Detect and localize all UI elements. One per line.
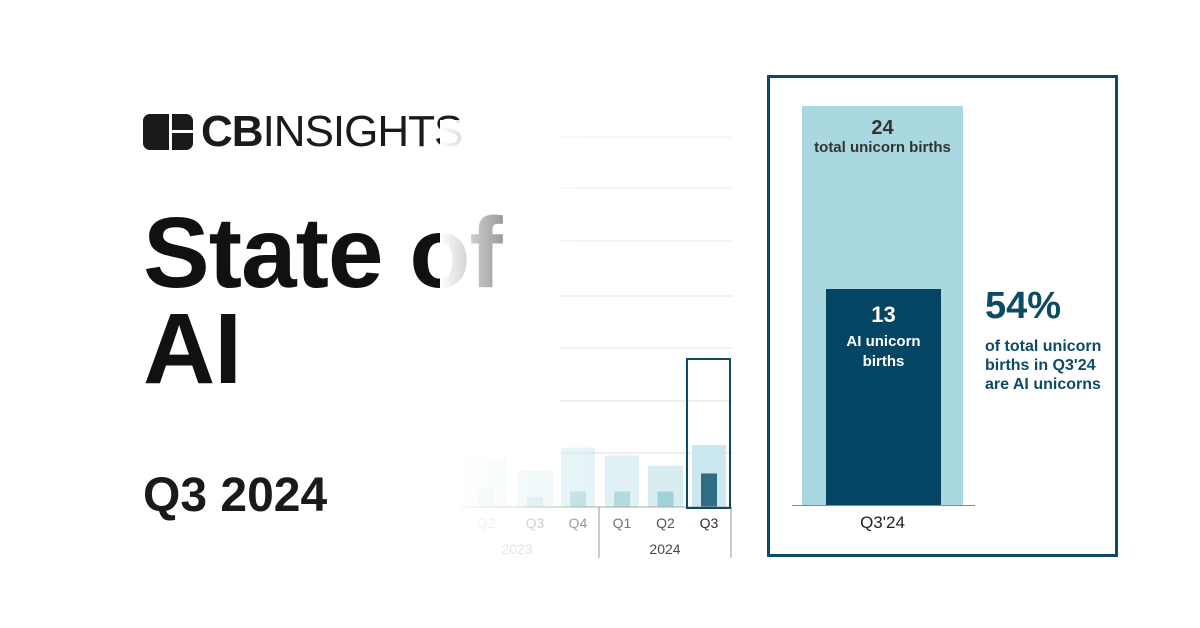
- total-series-label: total unicorn births: [814, 139, 951, 156]
- percentage-annotation: 54%: [985, 285, 1062, 327]
- logo-text: CBINSIGHTS: [201, 107, 463, 156]
- page-subtitle: Q3 2024: [143, 469, 328, 522]
- ai-series-label: AI unicorn births: [846, 333, 921, 370]
- cb-logo-icon: [143, 114, 193, 150]
- x-tick-label: Q3'24: [860, 513, 905, 532]
- cb-insights-logo: CBINSIGHTS: [143, 107, 463, 156]
- bar-ai-unicorn-births: [826, 289, 941, 505]
- background-quarterly-chart: Q2Q3Q4Q1Q2Q320232024: [440, 120, 740, 570]
- total-value-label: 24: [871, 117, 894, 139]
- title-line-2: AI: [143, 293, 242, 405]
- ai-value-label: 13: [871, 302, 896, 327]
- highlight-panel: [767, 75, 1118, 557]
- percentage-description: of total unicorn births in Q3'24 are AI …: [985, 338, 1102, 393]
- x-axis-line: [792, 505, 975, 506]
- fade-overlay: [440, 120, 740, 570]
